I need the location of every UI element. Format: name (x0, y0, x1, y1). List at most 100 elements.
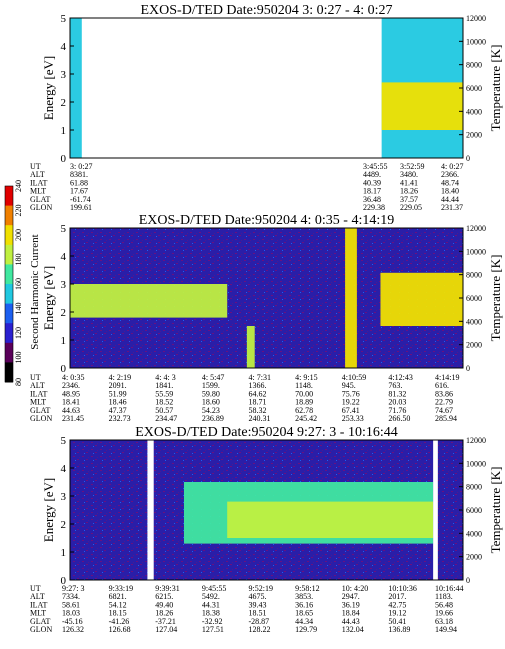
colorbar-label: Second Harmonic Current (29, 234, 41, 349)
ephemeris-value: 7334. (62, 592, 80, 601)
y-axis-label: Energy [eV] (41, 56, 56, 120)
ephemeris-value: 18.15 (109, 609, 127, 618)
ephemeris-value: 2947. (342, 592, 360, 601)
ephemeris-value: 49.40 (155, 600, 173, 609)
ephemeris-value: 55.59 (155, 389, 173, 398)
ephemeris-value: 945. (342, 381, 356, 390)
y-axis-label: Energy [eV] (41, 478, 56, 542)
ephemeris-row-label: ALT (30, 381, 45, 390)
ephemeris-value: 18.26 (400, 187, 418, 196)
ephemeris-row-label: MLT (30, 398, 46, 407)
ephemeris-value: 4675. (249, 592, 267, 601)
intensity-region-4 (380, 272, 463, 326)
ephemeris-value: 58.32 (249, 406, 267, 415)
ephemeris-value: 9:45:55 (202, 584, 226, 593)
colorbar-tick-label: 220 (14, 205, 23, 217)
ephemeris-value: 51.99 (109, 389, 127, 398)
ephemeris-value: 41.41 (400, 178, 418, 187)
ephemeris-value: 128.22 (249, 625, 271, 634)
ephemeris-value: 1183. (435, 592, 453, 601)
ephemeris-value: 132.04 (342, 625, 364, 634)
ephemeris-value: 71.76 (388, 406, 406, 415)
ephemeris-row-label: MLT (30, 187, 46, 196)
y2tick-label: 12000 (466, 224, 486, 233)
ephemeris-value: 18.89 (295, 398, 313, 407)
ytick-label: 5 (61, 223, 67, 235)
ephemeris-row-label: GLON (30, 203, 52, 212)
ephemeris-value: 9:33:19 (109, 584, 133, 593)
ephemeris-value: 36.16 (295, 600, 313, 609)
ephemeris-value: 763. (388, 381, 402, 390)
ephemeris-value: -28.87 (249, 617, 270, 626)
ephemeris-value: 136.89 (388, 625, 410, 634)
ephemeris-value: 149.94 (435, 625, 457, 634)
y2tick-label: 6000 (466, 506, 482, 515)
colorbar: 80 100 120 140 160 180 200 220 240 Second Harmoni… (4, 180, 41, 386)
ephemeris-value: 9:39:31 (155, 584, 179, 593)
ephemeris-value: 62.78 (295, 406, 313, 415)
ephemeris-value: 5492. (202, 592, 220, 601)
ephemeris-value: 18.41 (62, 398, 80, 407)
ephemeris-row-label: MLT (30, 609, 46, 618)
colorbar-tick-label: 180 (14, 254, 23, 266)
ephemeris-value: 3: 0:27 (70, 162, 92, 171)
ephemeris-value: 19.66 (435, 609, 453, 618)
ephemeris-value: 54.23 (202, 406, 220, 415)
ephemeris-value: 2366. (441, 170, 459, 179)
ephemeris-value: 129.79 (295, 625, 317, 634)
ytick-label: 2 (61, 519, 67, 531)
colorbar-segment (5, 323, 13, 344)
ephemeris-value: 266.50 (388, 414, 410, 423)
colorbar-segment (5, 264, 13, 285)
ephemeris-value: 3853. (295, 592, 313, 601)
ephemeris-value: 19.22 (342, 398, 360, 407)
ephemeris-value: 3:52:59 (400, 162, 424, 171)
ephemeris-value: 48.74 (441, 178, 459, 187)
ephemeris-value: 44.63 (62, 406, 80, 415)
ytick-label: 5 (61, 435, 67, 447)
ephemeris-value: 37.57 (400, 195, 418, 204)
y2tick-label: 4000 (466, 317, 482, 326)
intensity-region-1 (70, 18, 82, 158)
ephemeris-value: 8381. (70, 170, 88, 179)
ephemeris-value: 1841. (155, 381, 173, 390)
colorbar-segment (5, 342, 13, 363)
ephemeris-value: 70.00 (295, 389, 313, 398)
y2-axis-label: Temperature [K] (488, 255, 503, 342)
ephemeris-value: 236.89 (202, 414, 224, 423)
ephemeris-value: 1366. (249, 381, 267, 390)
ephemeris-value: 18.60 (202, 398, 220, 407)
ephemeris-value: 4: 9:15 (295, 373, 317, 382)
colorbar-tick-label: 160 (14, 278, 23, 290)
ephemeris-value: 1148. (295, 381, 313, 390)
colorbar-segment (5, 362, 13, 383)
ephemeris-value: 61.88 (70, 178, 88, 187)
ephemeris-value: 47.37 (109, 406, 127, 415)
ephemeris-row-label: ILAT (30, 389, 47, 398)
ytick-label: 1 (61, 547, 67, 559)
ephemeris-row-label: GLON (30, 625, 52, 634)
ephemeris-value: 4: 2:19 (109, 373, 131, 382)
ephemeris-value: 10: 4:20 (342, 584, 368, 593)
ephemeris-value: 17.67 (70, 187, 88, 196)
data-gap-2 (433, 440, 438, 580)
colorbar-segment (5, 186, 13, 207)
ephemeris-value: 44.34 (295, 617, 313, 626)
colorbar-frame (4, 185, 14, 383)
ephemeris-value: 19.12 (388, 609, 406, 618)
ephemeris-row-label: ILAT (30, 600, 47, 609)
y-axis-label: Energy [eV] (41, 266, 56, 330)
ephemeris-value: 48.95 (62, 389, 80, 398)
intensity-region-1 (70, 284, 228, 318)
ephemeris-value: 63.18 (435, 617, 453, 626)
ephemeris-value: 4489. (363, 170, 381, 179)
ephemeris-value: 54.12 (109, 600, 127, 609)
ephemeris-value: 6215. (155, 592, 173, 601)
ephemeris-value: 18.84 (342, 609, 360, 618)
ephemeris-value: 126.32 (62, 625, 84, 634)
ephemeris-value: 18.51 (249, 609, 267, 618)
ephemeris-row-label: ALT (30, 170, 45, 179)
panel-title: EXOS-D/TED Date:950204 3: 0:27 - 4: 0:27 (141, 3, 393, 18)
